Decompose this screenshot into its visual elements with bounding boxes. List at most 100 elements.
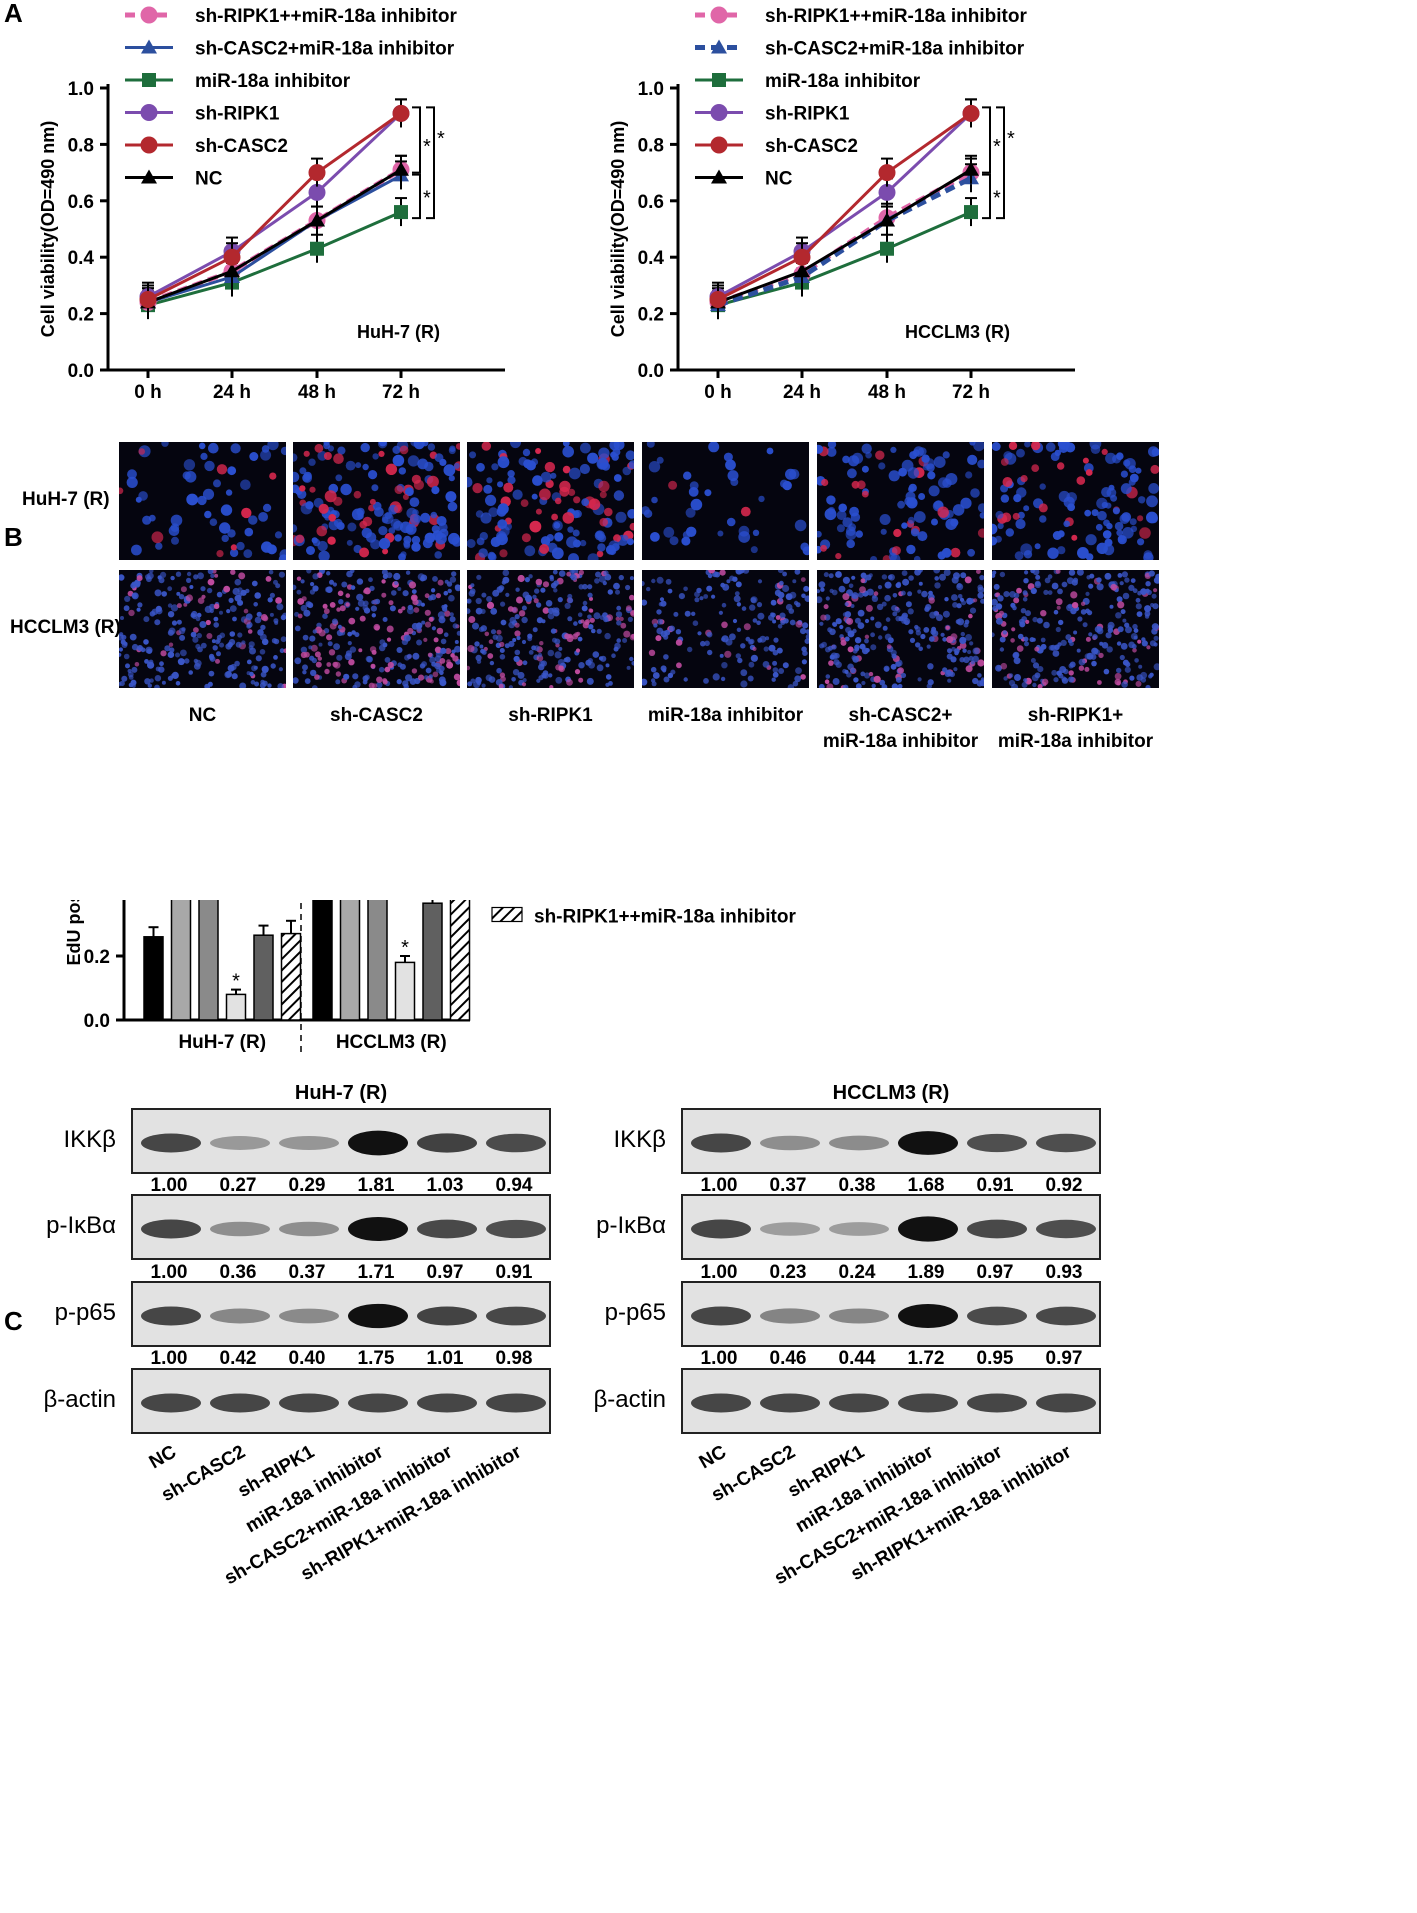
- microscopy-column-label: NC: [188, 705, 217, 726]
- series-line-sh-ripk1: [147, 112, 403, 299]
- significance-mark: *: [423, 136, 431, 158]
- cell-line-label: HuH-7 (R): [357, 322, 440, 342]
- significance-bracket: [426, 106, 435, 220]
- band: [1036, 1219, 1096, 1239]
- x-tick-label: 72 h: [952, 382, 990, 403]
- significance-mark: *: [401, 937, 409, 959]
- band-quantification: 0.42: [219, 1348, 257, 1369]
- blot-strip: [131, 1194, 551, 1260]
- band: [348, 1393, 408, 1413]
- protein-label: IKKβ: [63, 1126, 117, 1153]
- bar-sh-ripk1-mir-18a-inhibitor: [280, 932, 302, 1021]
- band-quantification: 1.75: [357, 1348, 395, 1369]
- band-quantification: 0.95: [976, 1348, 1014, 1369]
- protein-label: β-actin: [593, 1386, 667, 1413]
- y-tick-label: 0.2: [68, 305, 94, 326]
- blot-strip: [131, 1368, 551, 1434]
- panel-label-a: A: [4, 0, 23, 28]
- y-tick-label: 0.0: [84, 1011, 110, 1032]
- band: [1036, 1306, 1096, 1326]
- band: [691, 1133, 751, 1153]
- microscopy-image: [817, 442, 984, 560]
- band-quantification: 0.23: [769, 1262, 807, 1283]
- band: [417, 1133, 477, 1153]
- band: [829, 1308, 889, 1324]
- band: [691, 1306, 751, 1326]
- band-quantification: 0.97: [1045, 1348, 1083, 1369]
- y-tick-label: 0.2: [638, 305, 664, 326]
- series-line-sh-casc2: [147, 112, 402, 301]
- series-line-sh-casc2: [717, 112, 972, 301]
- band-quantification: 0.27: [219, 1175, 257, 1196]
- data-point: [793, 248, 811, 266]
- significance-bracket: [982, 173, 991, 220]
- band-quantification: 0.91: [976, 1175, 1014, 1196]
- data-point: [963, 161, 979, 176]
- x-tick-label: 48 h: [298, 382, 336, 403]
- y-tick-label: 0.6: [638, 192, 664, 213]
- band-quantification: 1.00: [150, 1175, 188, 1196]
- series-line-nc: [147, 168, 402, 304]
- y-tick-label: 1.0: [68, 79, 94, 100]
- band-quantification: 0.92: [1045, 1175, 1083, 1196]
- y-tick-label: 0.8: [68, 135, 94, 156]
- band-quantification: 1.72: [907, 1348, 945, 1369]
- x-tick-label: 24 h: [783, 382, 821, 403]
- protein-label: p-IκBα: [596, 1212, 666, 1239]
- band: [417, 1219, 477, 1239]
- protein-label: IKKβ: [613, 1126, 667, 1153]
- band: [486, 1393, 546, 1413]
- band-quantification: 1.00: [700, 1262, 738, 1283]
- band: [898, 1393, 958, 1413]
- microscopy-image: [293, 570, 460, 688]
- band-quantification: 1.00: [700, 1348, 738, 1369]
- blot-strip: [681, 1194, 1101, 1260]
- legend-marker: [141, 169, 157, 184]
- band-quantification: 0.40: [288, 1348, 326, 1369]
- blot-strip: [681, 1368, 1101, 1434]
- band-quantification: 0.38: [838, 1175, 876, 1196]
- significance-mark: *: [232, 971, 240, 993]
- protein-label: p-p65: [54, 1299, 116, 1326]
- blot-strip: [131, 1108, 551, 1174]
- edu-bar-chart: 0.00.20.40.60.8EdU positive rate***HuH-7…: [64, 900, 796, 1054]
- series-line-mir-18a-inhibitor: [717, 210, 972, 307]
- band: [417, 1393, 477, 1413]
- data-point: [962, 104, 980, 122]
- band-quantification: 0.93: [1045, 1262, 1083, 1283]
- microscopy-column-label: miR-18a inhibitor: [647, 705, 804, 726]
- data-point: [308, 164, 326, 182]
- band-quantification: 1.89: [907, 1262, 945, 1283]
- band: [279, 1135, 339, 1151]
- y-tick-label: 0.0: [638, 361, 664, 382]
- significance-bracket: [982, 106, 991, 174]
- legend-marker: [140, 6, 158, 24]
- significance-mark: *: [993, 187, 1001, 209]
- significance-mark: *: [423, 187, 431, 209]
- legend-label: miR-18a inhibitor: [765, 71, 921, 92]
- bar-sh-ripk1: [198, 900, 219, 1021]
- band-quantification: 0.44: [838, 1348, 876, 1369]
- band-quantification: 0.37: [769, 1175, 807, 1196]
- bar-sh-casc2: [170, 900, 192, 1021]
- legend-marker: [141, 39, 157, 54]
- viability-chart-huh7: 0.0 0.2 0.4 0.6 0.8 1.0 0 h 24 h 48 h 72 h Cell vi…: [38, 6, 505, 403]
- bar-nc: [143, 936, 164, 1021]
- legend-swatch: [491, 906, 523, 923]
- band: [967, 1393, 1027, 1413]
- band-quantification: 1.00: [700, 1175, 738, 1196]
- y-axis-label: Cell viability(OD=490 nm): [608, 121, 628, 338]
- protein-label: p-p65: [604, 1299, 666, 1326]
- band: [691, 1393, 751, 1413]
- cell-line-label: HCCLM3 (R): [905, 322, 1010, 342]
- legend-marker: [140, 104, 158, 121]
- series-line-sh-casc2-mir-18a-inhibitor: [147, 174, 402, 304]
- band: [279, 1308, 339, 1324]
- band-quantification: 1.68: [907, 1175, 945, 1196]
- band: [486, 1219, 546, 1239]
- data-point: [310, 241, 324, 256]
- y-tick-label: 0.6: [68, 192, 94, 213]
- microscopy-image: [992, 570, 1159, 688]
- microscopy-image: [467, 442, 634, 560]
- blot-strip: [681, 1108, 1101, 1174]
